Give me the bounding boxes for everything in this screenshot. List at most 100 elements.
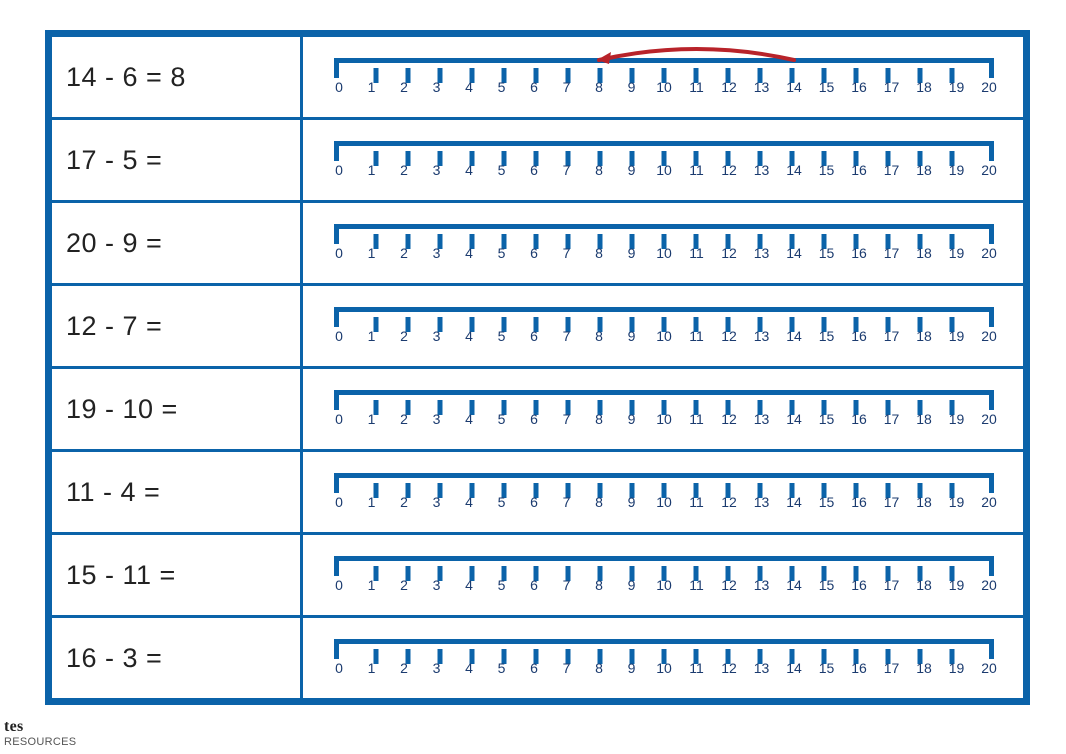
numberline-cell: 01234567891011121314151617181920 [303, 120, 1023, 200]
tick-label: 0 [335, 578, 343, 592]
numberline-cell: 01234567891011121314151617181920 [303, 452, 1023, 532]
tick-label: 11 [689, 163, 704, 177]
tick-label: 5 [498, 329, 506, 343]
tick-label: 13 [754, 661, 770, 675]
tick-label: 7 [563, 661, 571, 675]
tick-label: 16 [851, 495, 867, 509]
worksheet-row: 19 - 10 =0123456789101112131415161718192… [52, 369, 1023, 452]
tick-label: 12 [721, 412, 737, 426]
tick-label: 9 [628, 412, 636, 426]
tick-label: 20 [981, 495, 997, 509]
tick-label: 8 [595, 80, 603, 94]
tick-label: 18 [916, 329, 932, 343]
numberline: 01234567891011121314151617181920 [334, 58, 994, 100]
tick-label: 20 [981, 578, 997, 592]
tick-label: 17 [884, 495, 900, 509]
tick-label: 9 [628, 246, 636, 260]
tick-label: 11 [689, 246, 704, 260]
tick-label: 17 [884, 578, 900, 592]
tick-label: 1 [368, 661, 376, 675]
tick-label: 16 [851, 246, 867, 260]
tick-label: 7 [563, 412, 571, 426]
tick-label: 2 [400, 661, 408, 675]
tick-label: 0 [335, 329, 343, 343]
tick-label: 16 [851, 80, 867, 94]
tick-label: 5 [498, 412, 506, 426]
numberline-cell: 01234567891011121314151617181920 [303, 618, 1023, 698]
tick-label: 13 [754, 80, 770, 94]
worksheet-row: 11 - 4 =01234567891011121314151617181920 [52, 452, 1023, 535]
tick-label: 9 [628, 661, 636, 675]
tick-label: 13 [754, 329, 770, 343]
tick-label: 2 [400, 80, 408, 94]
tick-label: 9 [628, 495, 636, 509]
tick-label: 14 [786, 329, 802, 343]
tick-label: 14 [786, 80, 802, 94]
tick-label: 2 [400, 495, 408, 509]
tick-label: 0 [335, 163, 343, 177]
tick-label: 2 [400, 163, 408, 177]
tick-label: 6 [530, 578, 538, 592]
tick-label: 5 [498, 80, 506, 94]
tick-label: 6 [530, 80, 538, 94]
equation-cell: 19 - 10 = [52, 369, 303, 449]
tick-label: 7 [563, 329, 571, 343]
numberline-cell: 01234567891011121314151617181920 [303, 286, 1023, 366]
tick-label: 3 [433, 412, 441, 426]
worksheet-row: 15 - 11 =0123456789101112131415161718192… [52, 535, 1023, 618]
tick-label: 10 [656, 412, 672, 426]
tick-label: 19 [949, 495, 965, 509]
numberline: 01234567891011121314151617181920 [334, 639, 994, 681]
tick-label: 5 [498, 661, 506, 675]
tick-label: 7 [563, 578, 571, 592]
tick-label: 12 [721, 80, 737, 94]
worksheet-row: 16 - 3 =01234567891011121314151617181920 [52, 618, 1023, 698]
tick-label: 0 [335, 246, 343, 260]
tick-label: 4 [465, 163, 473, 177]
tick-label: 6 [530, 412, 538, 426]
equation-cell: 11 - 4 = [52, 452, 303, 532]
tick-label: 3 [433, 163, 441, 177]
tick-label: 15 [819, 246, 835, 260]
tick-label: 20 [981, 163, 997, 177]
tick-label: 9 [628, 578, 636, 592]
tick-label: 8 [595, 329, 603, 343]
tick-label: 13 [754, 246, 770, 260]
tick-label: 13 [754, 578, 770, 592]
tick-label: 13 [754, 412, 770, 426]
tick-label: 10 [656, 163, 672, 177]
tick-label: 3 [433, 246, 441, 260]
tick-label: 1 [368, 329, 376, 343]
tick-label: 18 [916, 246, 932, 260]
tick-label: 15 [819, 412, 835, 426]
tick-label: 15 [819, 661, 835, 675]
tick-label: 4 [465, 661, 473, 675]
tick-label: 17 [884, 661, 900, 675]
tick-label: 12 [721, 163, 737, 177]
tick-label: 14 [786, 246, 802, 260]
tick-label: 6 [530, 246, 538, 260]
footer-credit: tes RESOURCES [4, 718, 76, 748]
equation-cell: 15 - 11 = [52, 535, 303, 615]
numberline: 01234567891011121314151617181920 [334, 473, 994, 515]
tick-label: 14 [786, 412, 802, 426]
tick-label: 7 [563, 246, 571, 260]
tick-label: 14 [786, 495, 802, 509]
tick-label: 20 [981, 246, 997, 260]
tick-label: 20 [981, 329, 997, 343]
tick-label: 10 [656, 329, 672, 343]
equation-cell: 16 - 3 = [52, 618, 303, 698]
tick-label: 2 [400, 246, 408, 260]
tick-label: 0 [335, 661, 343, 675]
tick-label: 5 [498, 578, 506, 592]
tick-label: 4 [465, 495, 473, 509]
tick-label: 1 [368, 495, 376, 509]
tick-label: 18 [916, 163, 932, 177]
tick-label: 10 [656, 661, 672, 675]
tick-label: 13 [754, 495, 770, 509]
tick-label: 1 [368, 163, 376, 177]
tick-label: 9 [628, 80, 636, 94]
tick-label: 11 [689, 578, 704, 592]
tick-label: 0 [335, 412, 343, 426]
tick-label: 12 [721, 578, 737, 592]
